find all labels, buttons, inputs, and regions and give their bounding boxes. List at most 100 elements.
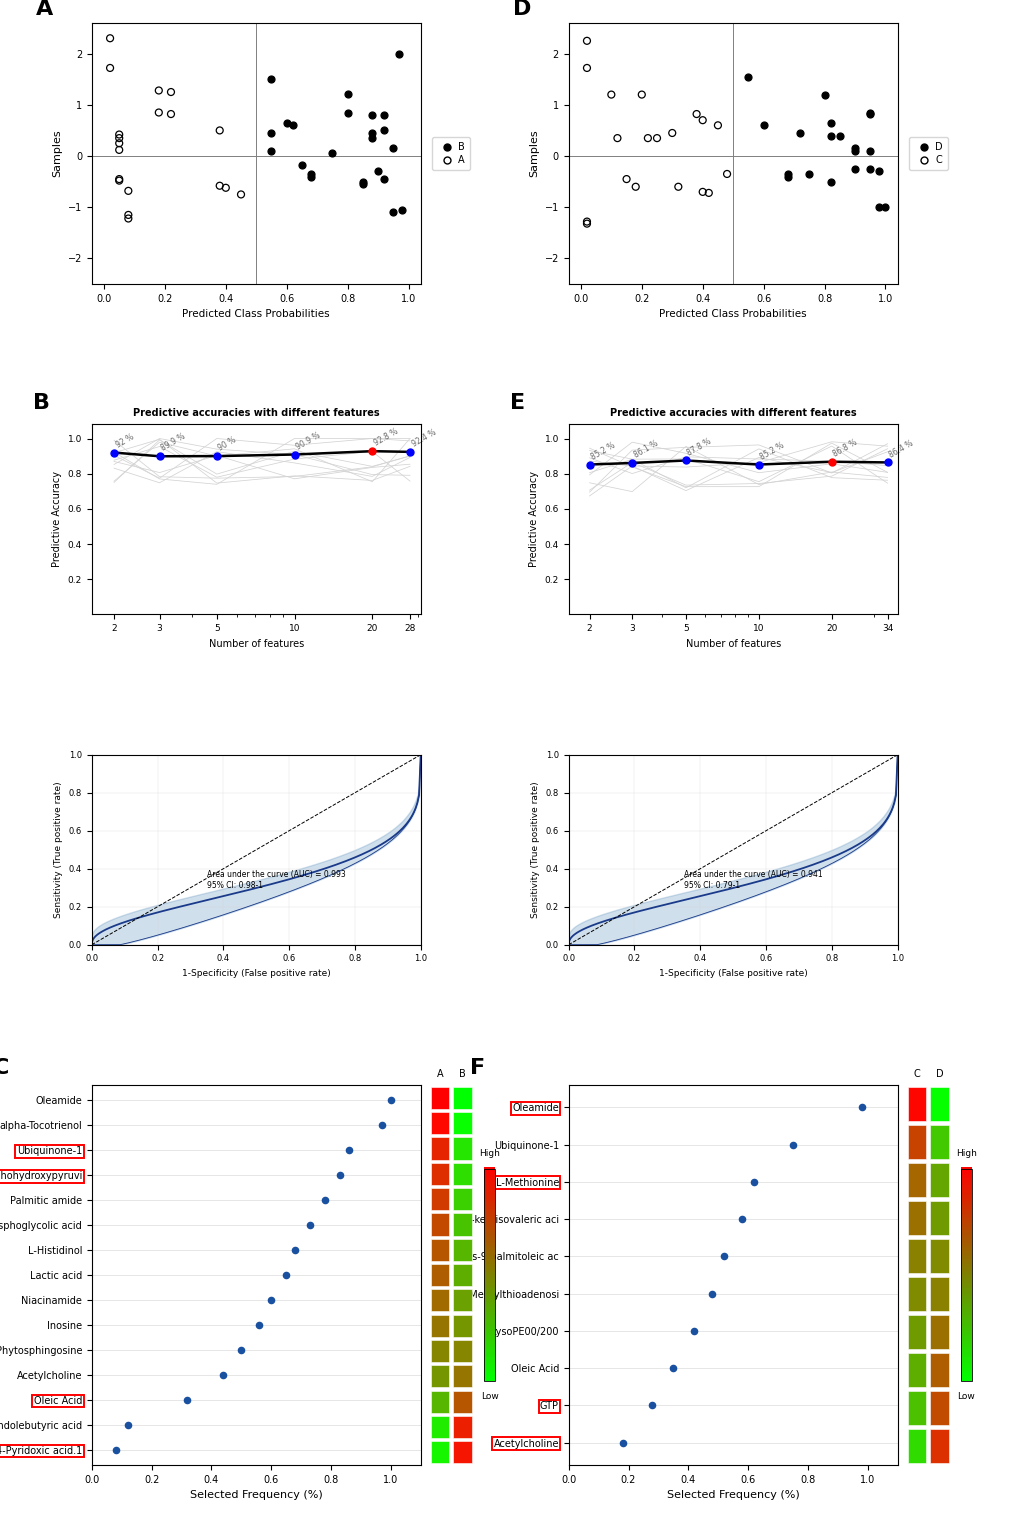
Text: 86.1 %: 86.1 % [632, 439, 659, 459]
Text: 85.2 %: 85.2 % [758, 441, 786, 461]
Point [331, 1163, 347, 1187]
Point [385, 136, 401, 160]
Point [861, 157, 877, 182]
Text: F: F [470, 1058, 485, 1077]
Text: Area under the curve (AUC) = 0.993
95% CI: 0.98-1: Area under the curve (AUC) = 0.993 95% C… [207, 870, 345, 890]
Title: Predictive accuracies with different features: Predictive accuracies with different fea… [609, 407, 856, 418]
Y-axis label: Sensitivity (True positive rate): Sensitivity (True positive rate) [531, 781, 540, 919]
Point [669, 174, 686, 198]
Point [578, 209, 594, 233]
Point [102, 56, 118, 81]
Text: 86.4 %: 86.4 % [887, 438, 914, 459]
Point [324, 142, 340, 166]
X-axis label: Selected Frequency (%): Selected Frequency (%) [190, 1491, 322, 1500]
Point [376, 102, 392, 127]
Text: 87.8 %: 87.8 % [686, 436, 712, 458]
Point [740, 64, 756, 89]
Point [846, 157, 862, 182]
Text: A: A [436, 1070, 443, 1079]
Point [209, 444, 225, 468]
Point [102, 26, 118, 50]
Point [211, 118, 227, 142]
Point [578, 29, 594, 53]
Point [821, 110, 838, 134]
Point [263, 1288, 279, 1312]
Point [791, 121, 807, 145]
Point [376, 166, 392, 191]
Point [286, 1238, 303, 1262]
X-axis label: 1-Specificity (False positive rate): 1-Specificity (False positive rate) [181, 969, 330, 978]
Point [215, 1363, 231, 1387]
Point [376, 118, 392, 142]
Point [391, 41, 408, 66]
Legend: B, A: B, A [432, 137, 470, 169]
Text: 85.2 %: 85.2 % [589, 441, 616, 461]
Legend: D, C: D, C [908, 137, 947, 169]
Y-axis label: Samples: Samples [529, 130, 538, 177]
Point [581, 452, 597, 476]
X-axis label: Number of features: Number of features [685, 639, 780, 649]
Point [151, 78, 167, 102]
Point [340, 1138, 357, 1163]
Text: C: C [0, 1058, 9, 1077]
Point [251, 1312, 267, 1337]
Point [846, 136, 862, 160]
Point [401, 439, 418, 464]
Point [355, 172, 371, 197]
Point [745, 1170, 761, 1195]
Y-axis label: Predictive Accuracy: Predictive Accuracy [52, 472, 62, 568]
Point [263, 67, 279, 92]
Point [578, 212, 594, 237]
Text: D: D [513, 0, 531, 18]
Point [120, 203, 137, 227]
Point [111, 122, 127, 146]
X-axis label: Predicted Class Probabilities: Predicted Class Probabilities [658, 310, 806, 319]
Text: 90 %: 90 % [217, 435, 237, 453]
Point [821, 169, 838, 194]
Point [648, 127, 664, 151]
Point [163, 102, 179, 127]
Point [370, 159, 386, 183]
Point [694, 108, 710, 133]
Text: 92.4 %: 92.4 % [410, 427, 437, 449]
X-axis label: Number of features: Number of features [209, 639, 304, 649]
X-axis label: 1-Specificity (False positive rate): 1-Specificity (False positive rate) [658, 969, 807, 978]
X-axis label: Predicted Class Probabilities: Predicted Class Probabilities [182, 310, 330, 319]
Point [800, 162, 816, 186]
Text: D: D [934, 1070, 943, 1079]
Point [111, 137, 127, 162]
Point [780, 162, 796, 186]
Point [339, 81, 356, 105]
Point [151, 101, 167, 125]
Point [750, 452, 766, 476]
Point [861, 102, 877, 127]
Point [111, 127, 127, 151]
Point [688, 102, 704, 127]
Point [734, 1207, 750, 1231]
Point [364, 439, 380, 464]
Text: 89.9 %: 89.9 % [159, 432, 186, 453]
Point [302, 1213, 318, 1238]
Point [373, 1112, 389, 1137]
Point [339, 101, 356, 125]
Text: B: B [459, 1070, 466, 1079]
Point [822, 450, 839, 475]
Title: Predictive accuracies with different features: Predictive accuracies with different fea… [132, 407, 379, 418]
Point [278, 110, 294, 134]
Point [578, 56, 594, 81]
Point [303, 162, 319, 186]
Point [633, 82, 649, 107]
Point [780, 165, 796, 189]
Point [263, 121, 279, 145]
Point [355, 169, 371, 194]
Point [853, 1096, 869, 1120]
Text: High: High [955, 1149, 976, 1158]
Text: B: B [33, 394, 50, 414]
Point [293, 153, 310, 177]
Text: 86.8 %: 86.8 % [830, 438, 858, 458]
Text: High: High [479, 1149, 499, 1158]
Point [232, 182, 249, 206]
Point [120, 206, 137, 230]
Point [715, 1244, 732, 1268]
Point [663, 121, 680, 145]
